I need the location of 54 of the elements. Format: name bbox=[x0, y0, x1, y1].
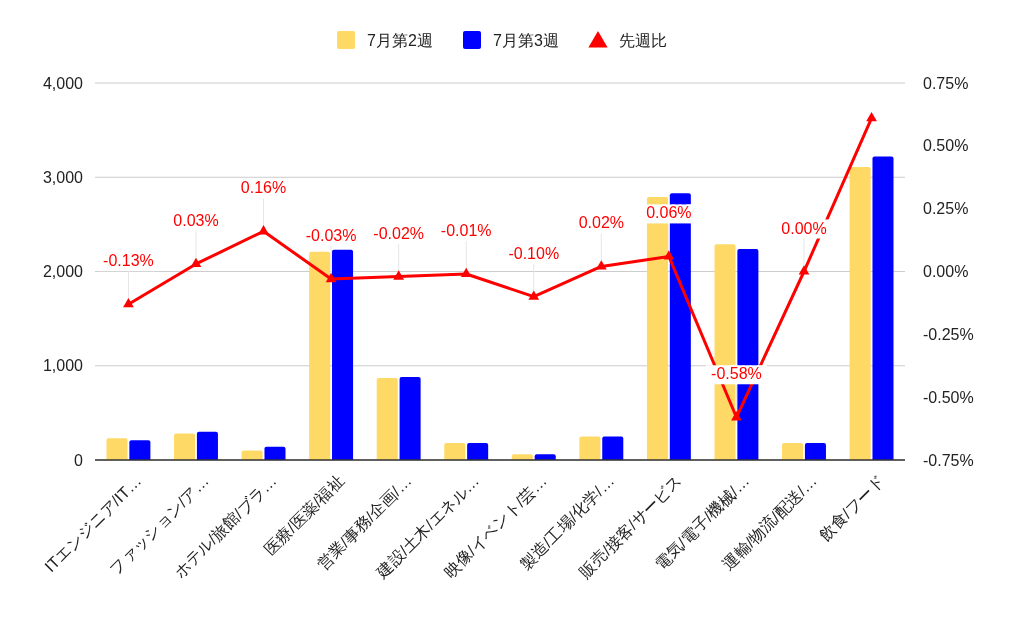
bar bbox=[376, 378, 398, 460]
point bbox=[190, 257, 202, 268]
data-label: -0.58% bbox=[711, 365, 762, 383]
point bbox=[731, 411, 742, 421]
point bbox=[798, 265, 810, 275]
y-tick-label: 4,000 bbox=[42, 74, 84, 92]
data-label: -0.02% bbox=[373, 224, 425, 242]
bar bbox=[872, 156, 894, 460]
bar bbox=[106, 438, 128, 460]
bar bbox=[444, 443, 466, 460]
y2-tick-label: 0.50% bbox=[923, 137, 969, 155]
y2-tick-label: 0.25% bbox=[923, 200, 969, 218]
y2-tick-label: -0.75% bbox=[923, 451, 974, 469]
y-tick-label: 3,000 bbox=[42, 168, 84, 186]
bar bbox=[129, 440, 151, 460]
point bbox=[393, 270, 405, 280]
data-label: -0.13% bbox=[103, 252, 154, 270]
data-label: 0.06% bbox=[646, 204, 692, 222]
point bbox=[258, 225, 269, 235]
point bbox=[325, 272, 337, 283]
data-label: 0.00% bbox=[781, 219, 827, 237]
data-label: -0.10% bbox=[508, 244, 560, 262]
bar bbox=[309, 251, 331, 460]
data-label: -0.01% bbox=[440, 222, 492, 240]
y2-tick-label: -0.50% bbox=[923, 388, 974, 406]
y2-tick-label: 0.75% bbox=[923, 74, 969, 92]
y2-tick-label: 0.00% bbox=[923, 263, 969, 281]
data-label: 0.03% bbox=[173, 211, 219, 229]
y-tick-label: 0 bbox=[74, 451, 84, 469]
bar bbox=[399, 377, 421, 460]
bar bbox=[804, 443, 826, 460]
data-label: 0.02% bbox=[578, 214, 625, 232]
bar bbox=[174, 433, 196, 460]
y-tick-label: 2,000 bbox=[42, 263, 84, 281]
data-label: 0.16% bbox=[240, 179, 287, 197]
bar bbox=[264, 446, 286, 460]
bar bbox=[849, 166, 871, 460]
y2-tick-label: -0.25% bbox=[923, 325, 974, 343]
x-tick-label: 飲食/フード bbox=[815, 472, 888, 544]
bar bbox=[579, 436, 601, 460]
point bbox=[123, 297, 134, 308]
point bbox=[663, 250, 675, 260]
legend-label: 7月第3週 bbox=[493, 31, 559, 49]
y-tick-label: 1,000 bbox=[42, 357, 84, 375]
point bbox=[866, 111, 877, 122]
bar bbox=[602, 436, 624, 460]
bar bbox=[196, 431, 218, 460]
legend-label: 先週比 bbox=[619, 31, 667, 49]
legend-label: 7月第2週 bbox=[367, 31, 433, 49]
data-label: -0.03% bbox=[305, 227, 357, 245]
bar bbox=[332, 249, 354, 460]
bar bbox=[782, 443, 804, 460]
bar bbox=[467, 443, 489, 460]
point bbox=[528, 290, 540, 300]
